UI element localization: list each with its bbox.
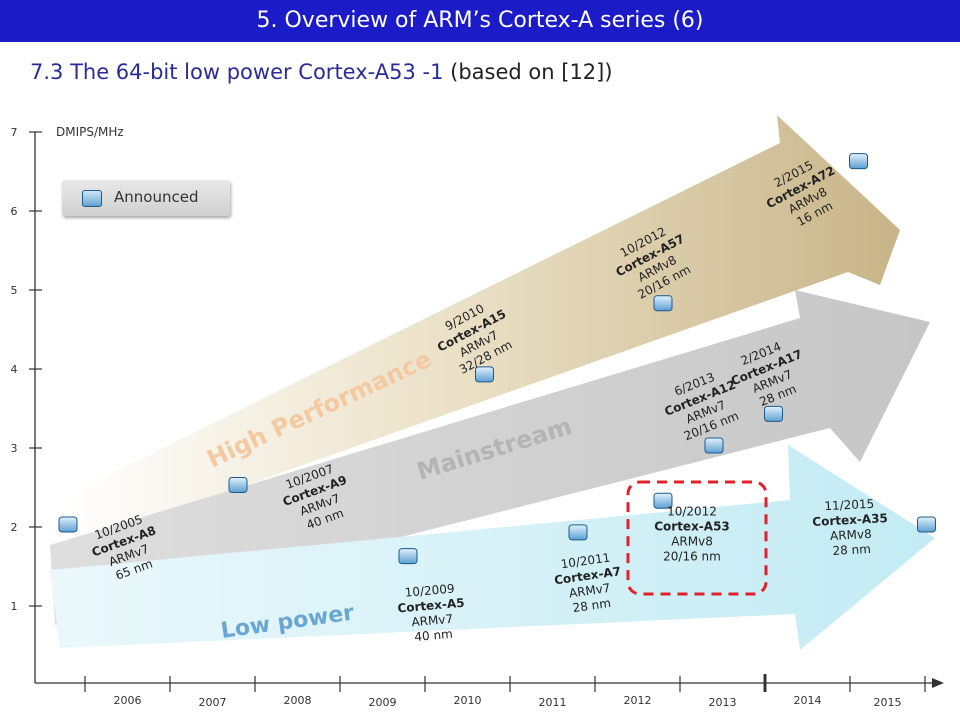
x-tick-label: 2008 bbox=[284, 694, 312, 707]
x-tick-label: 2006 bbox=[114, 694, 142, 707]
high-performance-band bbox=[62, 115, 900, 545]
y-tick-label: 3 bbox=[11, 442, 18, 455]
core-marker bbox=[228, 477, 248, 493]
core-marker bbox=[398, 548, 418, 565]
core-marker bbox=[58, 516, 78, 533]
core-label-text: Cortex-A35 bbox=[812, 511, 888, 529]
core-label-text: Cortex-A53 bbox=[654, 519, 730, 533]
announced-icon bbox=[82, 190, 102, 207]
core-marker bbox=[475, 366, 494, 383]
x-axis-arrow bbox=[932, 678, 944, 688]
core-marker bbox=[917, 516, 936, 533]
y-tick-label: 4 bbox=[11, 363, 18, 376]
core-label-text: 11/2015 bbox=[824, 497, 875, 514]
y-tick-label: 5 bbox=[11, 284, 18, 297]
low-power-band bbox=[50, 445, 935, 650]
core-label-text: Cortex-A5 bbox=[397, 596, 465, 616]
core-marker bbox=[849, 153, 868, 170]
core-marker bbox=[704, 437, 724, 454]
slide-title: 5. Overview of ARM’s Cortex-A series (6) bbox=[256, 8, 704, 33]
y-tick-label: 2 bbox=[11, 521, 18, 534]
y-tick-label: 7 bbox=[11, 126, 18, 139]
core-marker bbox=[653, 295, 673, 312]
x-tick-label: 2010 bbox=[454, 694, 482, 707]
core-label-text: 28 nm bbox=[572, 596, 612, 615]
core-label-text: 10/2011 bbox=[560, 551, 611, 572]
subtitle-source: (based on [12]) bbox=[450, 60, 613, 84]
core-marker bbox=[653, 492, 673, 509]
core-label-text: ARMv8 bbox=[671, 534, 713, 548]
core-marker bbox=[568, 524, 588, 541]
core-label-text: 28 nm bbox=[832, 542, 871, 558]
core-label-text: 20/16 nm bbox=[663, 549, 721, 563]
slide-subtitle: 7.3 The 64-bit low power Cortex-A53 -1 (… bbox=[30, 60, 613, 84]
x-tick-label: 2011 bbox=[539, 696, 567, 709]
x-tick-label: 2007 bbox=[199, 696, 227, 709]
legend-announced: Announced bbox=[62, 180, 230, 216]
core-label-text: ARMv7 bbox=[411, 612, 454, 630]
subtitle-main: 7.3 The 64-bit low power Cortex-A53 -1 bbox=[30, 60, 444, 84]
slide-title-bar: 5. Overview of ARM’s Cortex-A series (6) bbox=[0, 0, 960, 42]
x-tick-label: 2013 bbox=[709, 696, 737, 709]
y-axis-unit-label: DMIPS/MHz bbox=[56, 125, 124, 139]
cortex-a53-highlight-box bbox=[626, 480, 768, 596]
mainstream-band bbox=[50, 290, 930, 625]
x-tick-label: 2012 bbox=[624, 694, 652, 707]
x-tick-label: 2014 bbox=[794, 694, 822, 707]
core-label-text: 10/2012 bbox=[667, 504, 717, 518]
x-tick-label: 2009 bbox=[369, 696, 397, 709]
core-marker bbox=[764, 405, 783, 422]
core-label-text: 40 nm bbox=[414, 627, 453, 644]
legend-label: Announced bbox=[114, 188, 199, 206]
x-tick-label: 2015 bbox=[874, 696, 902, 709]
core-label-text: 10/2009 bbox=[404, 581, 455, 599]
y-tick-label: 1 bbox=[11, 600, 18, 613]
core-label-text: ARMv7 bbox=[568, 581, 611, 601]
core-label-text: ARMv8 bbox=[830, 527, 872, 543]
y-tick-label: 6 bbox=[11, 205, 18, 218]
